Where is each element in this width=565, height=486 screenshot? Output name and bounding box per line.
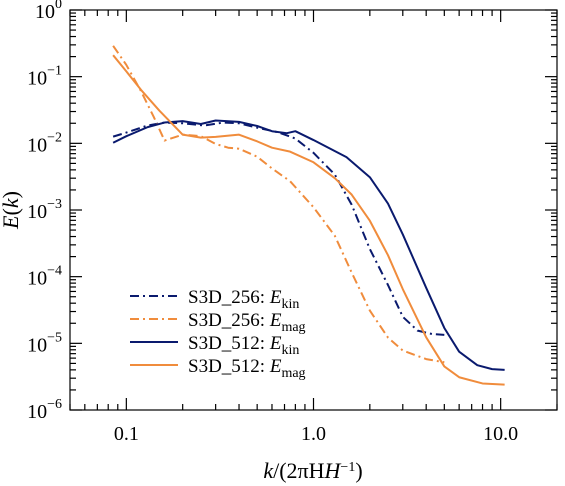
legend-label: S3D_512: Ekin: [188, 333, 299, 358]
legend-label: S3D_256: Emag: [188, 310, 306, 335]
axis-ticks: 0.1 1.0 10.0 10−6 10−5 10−4 10−3 10−2 10−1 100: [27, 0, 558, 445]
plot-frame: [69, 9, 558, 411]
y-tick-label: 10−4: [27, 264, 62, 290]
y-tick-label: 100: [35, 0, 62, 23]
legend-label: S3D_256: Ekin: [188, 287, 299, 312]
series-line-1: [112, 121, 445, 336]
y-tick-label: 10−5: [27, 330, 62, 356]
x-tick-label: 1.0: [301, 423, 326, 445]
series-line-3: [112, 119, 505, 371]
y-tick-label: 10−2: [27, 130, 62, 156]
series-line-4: [112, 54, 505, 386]
x-tick-label: 0.1: [114, 423, 139, 445]
legend-label: S3D_512: Emag: [188, 356, 306, 381]
y-axis-label: E(k): [0, 191, 23, 230]
y-tick-label: 10−3: [27, 197, 62, 223]
plot-area: 0.1 1.0 10.0 10−6 10−5 10−4 10−3 10−2 10−1 100: [27, 0, 558, 445]
x-axis-label: k/(2πHH−1): [263, 458, 362, 483]
x-tick-label: 10.0: [483, 423, 518, 445]
y-tick-label: 10−6: [27, 397, 62, 423]
series-layer: [112, 45, 505, 386]
y-tick-label: 10−1: [27, 64, 62, 90]
